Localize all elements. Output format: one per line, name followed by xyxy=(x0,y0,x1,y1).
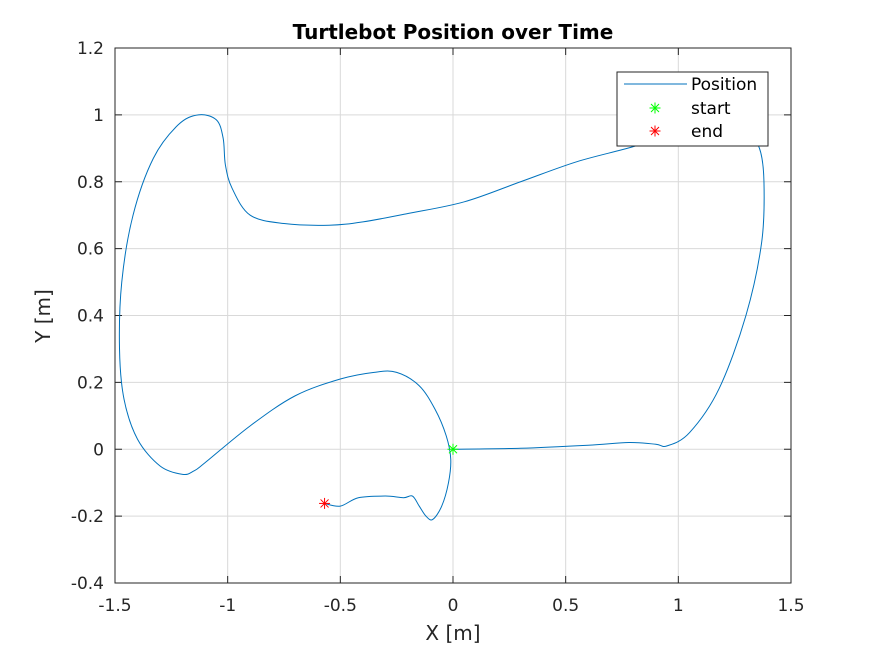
y-tick-label: 0.6 xyxy=(77,240,104,260)
legend-end-label: end xyxy=(691,122,723,142)
legend-start-label: start xyxy=(691,99,731,119)
legend-box xyxy=(616,71,769,147)
y-tick-label: 0 xyxy=(93,440,104,460)
grid-lines xyxy=(115,48,791,583)
legend-position-label: Position xyxy=(691,75,757,95)
x-tick-label: -0.5 xyxy=(324,596,357,616)
ticks: -1.5 -1 -0.5 0 0.5 1 1.5 -0.4 -0.2 0 0.2 0.4 0.6 0.8 1… xyxy=(71,39,805,616)
x-tick-label: 1.5 xyxy=(777,596,804,616)
axes-box xyxy=(114,47,792,584)
legend-end-star xyxy=(649,125,661,137)
x-tick-label: 0.5 xyxy=(552,596,579,616)
y-axis-label: Y [m] xyxy=(31,289,55,344)
position-series-line xyxy=(118,114,765,521)
x-tick-label: 0 xyxy=(448,596,459,616)
y-tick-label: -0.4 xyxy=(71,574,104,594)
y-tick-label: 1.2 xyxy=(77,39,104,59)
x-tick-label: 1 xyxy=(673,596,684,616)
legend-start-star xyxy=(649,102,661,114)
series-group xyxy=(118,114,765,521)
y-tick-label: 0.4 xyxy=(77,307,104,327)
legend-start-marker xyxy=(649,102,661,114)
end-marker xyxy=(319,497,331,509)
legend: Position start end xyxy=(616,71,769,147)
marker-group xyxy=(319,443,459,509)
x-tick-label: -1.5 xyxy=(98,596,131,616)
y-tick-label: 1 xyxy=(93,106,104,126)
chart-title: Turtlebot Position over Time xyxy=(293,20,614,44)
start-marker xyxy=(447,443,459,455)
x-tick-label: -1 xyxy=(219,596,236,616)
legend-end-marker xyxy=(649,125,661,137)
x-axis-label: X [m] xyxy=(425,621,480,645)
y-tick-label: 0.8 xyxy=(77,173,104,193)
y-tick-label: -0.2 xyxy=(71,507,104,527)
y-tick-label: 0.2 xyxy=(77,373,104,393)
